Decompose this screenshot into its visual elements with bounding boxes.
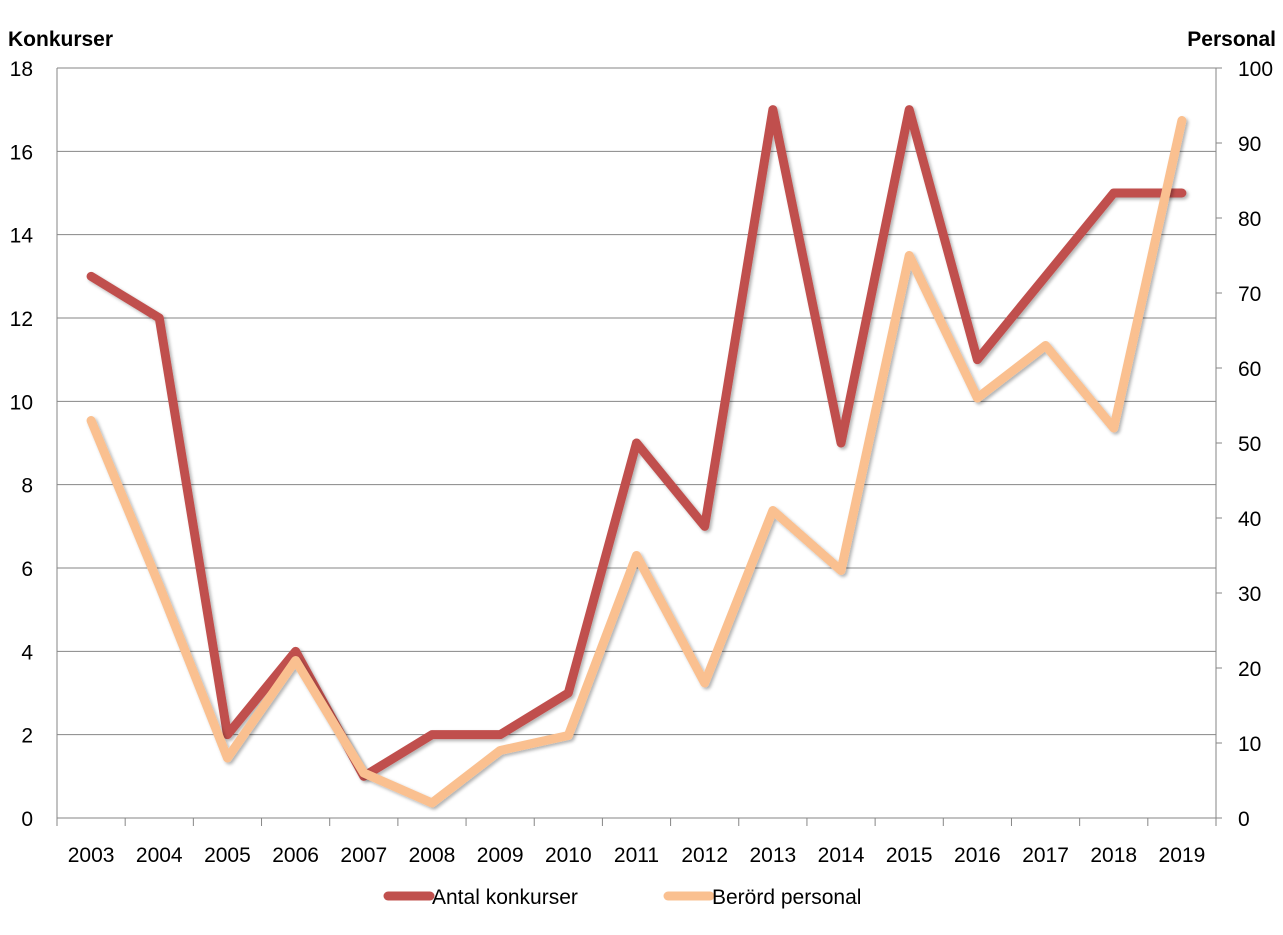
right-tick-label: 70 [1238, 283, 1261, 306]
right-axis-label: Personal [1187, 28, 1276, 51]
right-tick-label: 40 [1238, 508, 1261, 531]
x-tick-label: 2013 [749, 844, 796, 867]
x-tick-label: 2008 [409, 844, 456, 867]
x-tick-label: 2004 [136, 844, 183, 867]
right-tick-label: 60 [1238, 358, 1261, 381]
left-tick-label: 18 [10, 58, 33, 81]
right-tick-label: 30 [1238, 583, 1261, 606]
x-tick-label: 2014 [818, 844, 865, 867]
left-tick-label: 6 [21, 558, 33, 581]
x-tick-label: 2018 [1090, 844, 1137, 867]
x-tick-label: 2010 [545, 844, 592, 867]
x-tick-label: 2017 [1022, 844, 1069, 867]
x-tick-label: 2015 [886, 844, 933, 867]
right-tick-label: 10 [1238, 733, 1261, 756]
legend-label: Berörd personal [712, 886, 861, 909]
right-tick-label: 90 [1238, 133, 1261, 156]
x-tick-label: 2003 [68, 844, 115, 867]
right-tick-label: 0 [1238, 808, 1250, 831]
x-tick-label: 2019 [1159, 844, 1206, 867]
left-tick-label: 0 [21, 808, 33, 831]
right-tick-label: 80 [1238, 208, 1261, 231]
legend-label: Antal konkurser [432, 886, 578, 909]
left-tick-label: 4 [21, 641, 33, 664]
left-tick-label: 14 [10, 225, 34, 248]
x-tick-label: 2006 [272, 844, 319, 867]
left-tick-label: 10 [10, 391, 33, 414]
x-tick-label: 2012 [681, 844, 728, 867]
left-axis-label: Konkurser [8, 28, 113, 51]
x-tick-label: 2011 [614, 844, 659, 867]
left-tick-label: 12 [10, 308, 33, 331]
right-tick-label: 50 [1238, 433, 1261, 456]
left-tick-label: 16 [10, 141, 33, 164]
x-tick-label: 2005 [204, 844, 251, 867]
x-tick-label: 2016 [954, 844, 1001, 867]
right-tick-label: 100 [1238, 58, 1273, 81]
right-tick-label: 20 [1238, 658, 1261, 681]
x-tick-label: 2007 [340, 844, 387, 867]
left-tick-label: 8 [21, 475, 33, 498]
left-tick-label: 2 [21, 725, 33, 748]
x-tick-label: 2009 [477, 844, 524, 867]
